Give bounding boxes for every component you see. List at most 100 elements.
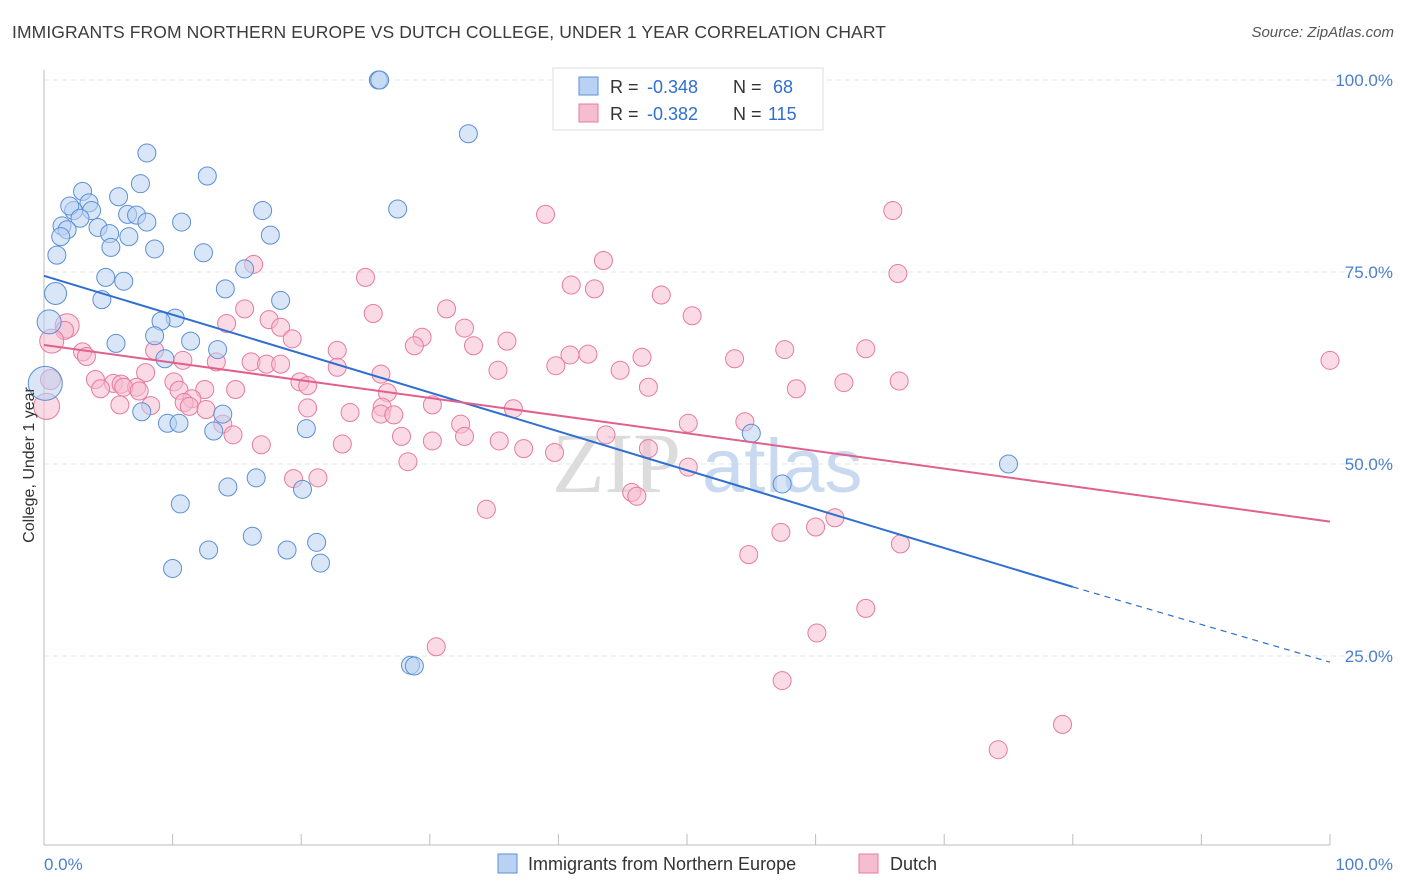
data-point <box>772 474 792 494</box>
data-point <box>356 267 375 287</box>
data-point <box>223 425 243 445</box>
x-ticks <box>43 834 1331 845</box>
stats-legend-blue-r-value: -0.348 <box>647 77 698 97</box>
data-point <box>277 540 297 560</box>
data-point <box>363 303 383 323</box>
data-point <box>561 275 581 295</box>
data-point <box>384 405 404 425</box>
stats-legend-blue-n-value: 68 <box>773 77 793 97</box>
data-point <box>163 558 183 578</box>
data-point <box>308 468 328 488</box>
watermark-atlas: atlas <box>702 424 863 509</box>
stats-legend-pink-r-value: -0.382 <box>647 104 698 124</box>
data-point <box>638 377 658 397</box>
data-point <box>170 494 190 514</box>
stats-legend: R = -0.348 N = 68 R = -0.382 N = 115 <box>552 67 824 131</box>
data-point <box>226 380 246 400</box>
data-point <box>458 124 478 144</box>
data-point <box>404 336 424 356</box>
data-point <box>282 329 302 349</box>
data-point <box>545 442 565 462</box>
data-point <box>596 425 616 445</box>
data-point <box>593 250 613 270</box>
data-point <box>340 403 360 423</box>
data-point <box>310 553 330 573</box>
x-tick-label-max: 100.0% <box>1335 855 1393 874</box>
data-point <box>296 419 316 439</box>
data-point <box>106 333 126 353</box>
data-point <box>91 379 111 399</box>
data-point <box>476 499 496 519</box>
data-point <box>426 637 446 657</box>
data-point <box>196 399 216 419</box>
data-point <box>271 317 291 337</box>
northern-europe-points <box>27 70 1018 676</box>
data-point <box>195 380 215 400</box>
data-point <box>307 532 327 552</box>
series-legend-blue-label: Immigrants from Northern Europe <box>528 854 796 874</box>
data-point <box>546 356 566 376</box>
data-point <box>437 299 457 319</box>
data-point <box>678 413 698 433</box>
data-point <box>771 522 791 542</box>
data-point <box>739 545 759 565</box>
data-point <box>197 166 217 186</box>
data-point <box>260 225 280 245</box>
data-point <box>136 363 156 383</box>
data-point <box>137 212 157 232</box>
data-point <box>883 201 903 221</box>
northern-europe-trendline <box>43 274 1074 588</box>
series-legend-pink-swatch <box>858 853 879 874</box>
series-legend: Immigrants from Northern Europe Dutch <box>497 853 937 874</box>
data-point <box>271 290 291 310</box>
data-point <box>560 345 580 365</box>
chart-source: Source: ZipAtlas.com <box>1251 24 1394 41</box>
data-point <box>404 656 424 676</box>
data-point <box>888 264 908 284</box>
data-point <box>488 360 508 380</box>
chart-title: IMMIGRANTS FROM NORTHERN EUROPE VS DUTCH… <box>12 22 887 42</box>
data-point <box>332 434 352 454</box>
data-point <box>169 413 189 433</box>
data-point <box>514 439 534 459</box>
data-point <box>119 227 139 247</box>
y-tick-label: 50.0% <box>1345 455 1393 474</box>
dutch-points <box>33 201 1340 760</box>
data-point <box>455 426 475 446</box>
data-point <box>422 431 442 451</box>
data-point <box>129 381 149 401</box>
data-point <box>27 365 63 401</box>
y-tick-label: 25.0% <box>1345 647 1393 666</box>
data-point <box>251 435 271 455</box>
data-point <box>218 477 238 497</box>
data-point <box>497 331 517 351</box>
stats-legend-pink-r-label: R = <box>610 104 639 124</box>
stats-legend-blue-r-label: R = <box>610 77 639 97</box>
data-point <box>786 379 806 399</box>
data-point <box>109 187 129 207</box>
data-point <box>610 360 630 380</box>
data-point <box>741 423 761 443</box>
data-point <box>36 309 62 335</box>
data-point <box>856 598 876 618</box>
data-point <box>627 486 647 506</box>
stats-legend-blue-swatch <box>578 76 599 96</box>
data-point <box>208 340 228 360</box>
data-point <box>398 452 418 472</box>
data-point <box>137 143 157 163</box>
stats-legend-pink-n-value: 115 <box>768 104 797 124</box>
data-point <box>172 212 192 232</box>
data-point <box>130 174 150 194</box>
data-point <box>217 313 237 333</box>
data-point <box>60 196 80 216</box>
stats-legend-pink-swatch <box>578 103 599 123</box>
x-tick-label-min: 0.0% <box>44 855 83 874</box>
dutch-trendline <box>43 343 1331 523</box>
data-point <box>388 199 408 219</box>
data-point <box>489 431 509 451</box>
data-point <box>988 740 1008 760</box>
series-legend-blue-swatch <box>497 853 518 874</box>
data-point <box>725 349 745 369</box>
data-point <box>70 208 90 228</box>
